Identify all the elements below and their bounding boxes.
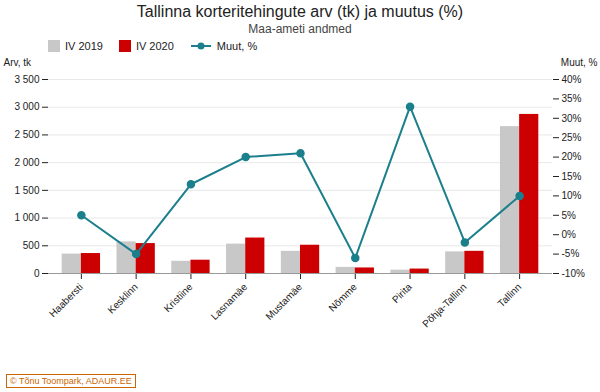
svg-text:10%: 10%	[562, 190, 582, 201]
svg-text:20%: 20%	[562, 151, 582, 162]
svg-text:Nõmme: Nõmme	[326, 281, 359, 314]
svg-text:3 000: 3 000	[14, 101, 39, 112]
svg-text:0%: 0%	[562, 229, 577, 240]
svg-text:Tallinn: Tallinn	[495, 281, 523, 309]
svg-text:Põhja-Tallinn: Põhja-Tallinn	[420, 281, 468, 329]
svg-text:2 000: 2 000	[14, 157, 39, 168]
html-text:IV 2020: IV 2020	[135, 40, 174, 52]
svg-text:0: 0	[34, 268, 40, 279]
svg-text:1 000: 1 000	[14, 212, 39, 223]
svg-text:Lasnamäe: Lasnamäe	[209, 281, 250, 322]
html-text:Maa-ameti andmed: Maa-ameti andmed	[248, 22, 352, 36]
svg-text:35%: 35%	[562, 93, 582, 104]
svg-text:5%: 5%	[562, 210, 577, 221]
svg-text:500: 500	[23, 240, 40, 251]
svg-text:Muut, %: Muut, %	[561, 57, 598, 68]
svg-text:Arv, tk: Arv, tk	[4, 57, 33, 68]
svg-text:40%: 40%	[562, 74, 582, 85]
svg-text:Pirita: Pirita	[390, 281, 414, 305]
svg-text:1 500: 1 500	[14, 185, 39, 196]
html-text:Muut, %: Muut, %	[216, 40, 258, 52]
svg-text:30%: 30%	[562, 113, 582, 124]
svg-text:Kesklinn: Kesklinn	[105, 281, 140, 316]
html-text:IV 2019: IV 2019	[65, 40, 103, 52]
html-text:© Tõnu Toompark, ADAUR.EE: © Tõnu Toompark, ADAUR.EE	[10, 376, 132, 386]
svg-text:15%: 15%	[562, 171, 582, 182]
svg-text:Haabersti: Haabersti	[47, 281, 85, 319]
svg-text:-5%: -5%	[562, 248, 580, 259]
html-text:Tallinna korteritehingute arv: Tallinna korteritehingute arv (tk) ja mu…	[136, 3, 464, 20]
svg-text:3 500: 3 500	[14, 74, 39, 85]
svg-text:Mustamäe: Mustamäe	[263, 281, 304, 322]
svg-text:Kristiine: Kristiine	[162, 281, 195, 314]
svg-text:2 500: 2 500	[14, 129, 39, 140]
svg-text:-10%: -10%	[562, 268, 585, 279]
svg-text:25%: 25%	[562, 132, 582, 143]
